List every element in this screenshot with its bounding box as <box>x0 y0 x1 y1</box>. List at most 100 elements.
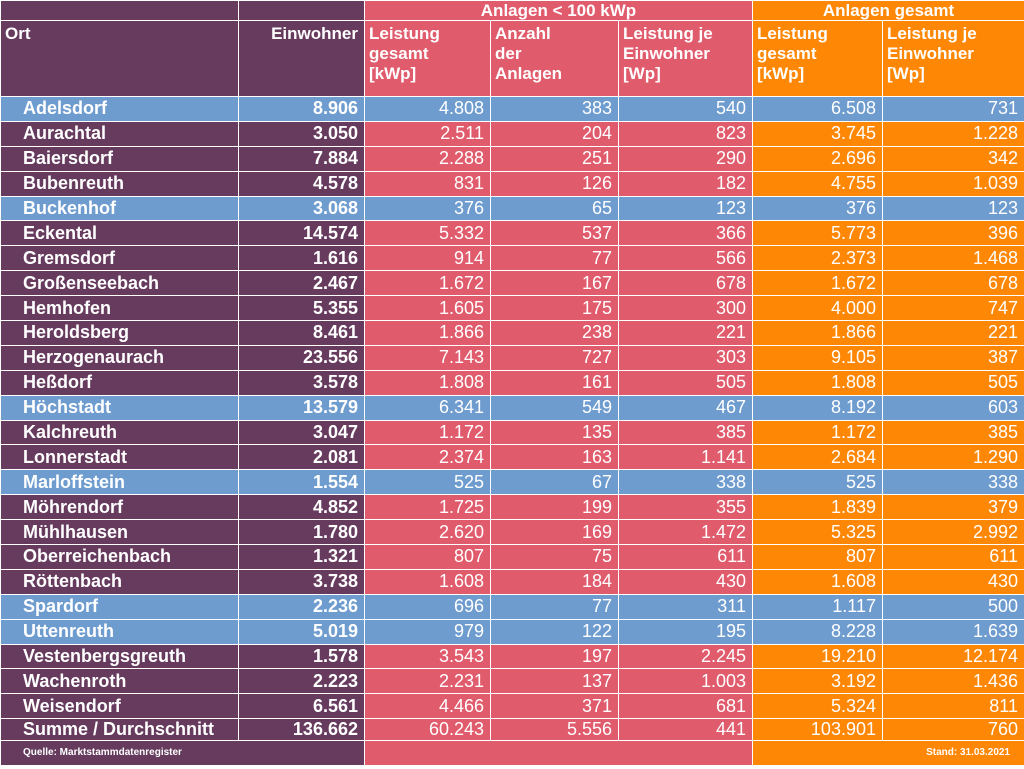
cell-small-anzahl: 371 <box>490 693 619 720</box>
cell-total-je-einwohner: 678 <box>882 270 1024 297</box>
cell-small-je-einwohner: 195 <box>618 618 753 645</box>
cell-ort: Uttenreuth <box>0 618 239 645</box>
cell-small-leistung: 5.332 <box>364 220 491 247</box>
stand-date: Stand: 31.03.2021 <box>752 740 1024 767</box>
cell-small-je-einwohner: 355 <box>618 494 753 521</box>
cell-small-je-einwohner: 338 <box>618 469 753 496</box>
summary-small-anzahl: 5.556 <box>490 718 619 742</box>
col-header-einwohner-label: Einwohner <box>271 24 358 43</box>
cell-small-leistung: 696 <box>364 593 491 620</box>
cell-ort: Heßdorf <box>0 369 239 396</box>
summary-label: Summe / Durchschnitt <box>0 718 239 742</box>
group-header-blank-einwohner <box>238 0 365 21</box>
cell-small-je-einwohner: 540 <box>618 96 753 122</box>
col-header-line: Anlagen <box>495 64 563 83</box>
cell-ort: Gremsdorf <box>0 245 239 272</box>
cell-total-je-einwohner: 811 <box>882 693 1024 720</box>
col-header-line: [Wp] <box>887 64 925 83</box>
table-row: Weisendorf 6.561 4.466 371 681 5.324 811 <box>0 693 1024 720</box>
cell-ort: Herzogenaurach <box>0 344 239 371</box>
cell-small-je-einwohner: 505 <box>618 369 753 396</box>
cell-einwohner: 1.578 <box>238 643 365 670</box>
table-row: Kalchreuth 3.047 1.172 135 385 1.172 385 <box>0 419 1024 446</box>
cell-total-je-einwohner: 1.436 <box>882 668 1024 695</box>
cell-einwohner: 3.738 <box>238 568 365 595</box>
table-row: Herzogenaurach 23.556 7.143 727 303 9.105 387 <box>0 344 1024 371</box>
cell-ort: Röttenbach <box>0 568 239 595</box>
cell-small-anzahl: 67 <box>490 469 619 496</box>
table-row: Höchstadt 13.579 6.341 549 467 8.192 603 <box>0 394 1024 421</box>
cell-total-leistung: 1.866 <box>752 320 883 346</box>
cell-small-je-einwohner: 303 <box>618 344 753 371</box>
col-header-line: Leistung je <box>623 24 713 43</box>
cell-total-leistung: 8.228 <box>752 618 883 645</box>
cell-small-leistung: 6.341 <box>364 394 491 421</box>
cell-ort: Bubenreuth <box>0 170 239 197</box>
cell-small-leistung: 1.866 <box>364 320 491 346</box>
cell-small-anzahl: 77 <box>490 245 619 272</box>
cell-total-je-einwohner: 338 <box>882 469 1024 496</box>
summary-total-je-einwohner: 760 <box>882 718 1024 742</box>
cell-small-anzahl: 167 <box>490 270 619 297</box>
cell-small-leistung: 2.374 <box>364 444 491 471</box>
column-header-row: Ort Einwohner Leistung gesamt [kWp] Anza… <box>0 20 1024 97</box>
cell-total-leistung: 5.324 <box>752 693 883 720</box>
cell-total-leistung: 4.755 <box>752 170 883 197</box>
cell-total-leistung: 8.192 <box>752 394 883 421</box>
cell-einwohner: 8.906 <box>238 96 365 122</box>
cell-ort: Hemhofen <box>0 295 239 322</box>
cell-small-anzahl: 65 <box>490 195 619 222</box>
table-row: Mühlhausen 1.780 2.620 169 1.472 5.325 2.992 <box>0 519 1024 546</box>
cell-total-leistung: 1.808 <box>752 369 883 396</box>
col-header-small-anzahl: Anzahl der Anlagen <box>490 20 619 97</box>
cell-einwohner: 2.081 <box>238 444 365 471</box>
cell-einwohner: 7.884 <box>238 145 365 172</box>
cell-total-je-einwohner: 1.468 <box>882 245 1024 272</box>
cell-small-anzahl: 175 <box>490 295 619 322</box>
summary-einwohner: 136.662 <box>238 718 365 742</box>
summary-row: Summe / Durchschnitt 136.662 60.243 5.55… <box>0 718 1024 742</box>
col-header-line: [Wp] <box>623 64 661 83</box>
cell-total-leistung: 3.745 <box>752 120 883 147</box>
cell-small-anzahl: 251 <box>490 145 619 172</box>
source-note: Quelle: Marktstammdatenregister <box>0 740 365 767</box>
cell-small-je-einwohner: 1.003 <box>618 668 753 695</box>
cell-einwohner: 5.019 <box>238 618 365 645</box>
table-row: Möhrendorf 4.852 1.725 199 355 1.839 379 <box>0 494 1024 521</box>
cell-total-je-einwohner: 12.174 <box>882 643 1024 670</box>
cell-einwohner: 13.579 <box>238 394 365 421</box>
cell-small-leistung: 7.143 <box>364 344 491 371</box>
cell-small-leistung: 2.620 <box>364 519 491 546</box>
cell-small-je-einwohner: 385 <box>618 419 753 446</box>
col-header-einwohner: Einwohner <box>238 20 365 97</box>
cell-total-je-einwohner: 611 <box>882 544 1024 570</box>
cell-small-je-einwohner: 1.141 <box>618 444 753 471</box>
cell-einwohner: 3.047 <box>238 419 365 446</box>
cell-total-leistung: 19.210 <box>752 643 883 670</box>
cell-small-leistung: 3.543 <box>364 643 491 670</box>
cell-small-je-einwohner: 300 <box>618 295 753 322</box>
cell-small-anzahl: 163 <box>490 444 619 471</box>
cell-small-anzahl: 549 <box>490 394 619 421</box>
cell-ort: Buckenhof <box>0 195 239 222</box>
cell-ort: Mühlhausen <box>0 519 239 546</box>
cell-small-anzahl: 197 <box>490 643 619 670</box>
cell-ort: Möhrendorf <box>0 494 239 521</box>
table-row: Vestenbergsgreuth 1.578 3.543 197 2.245 19.21… <box>0 643 1024 670</box>
cell-ort: Großenseebach <box>0 270 239 297</box>
cell-small-anzahl: 238 <box>490 320 619 346</box>
table-row: Oberreichenbach 1.321 807 75 611 807 611 <box>0 544 1024 570</box>
cell-total-leistung: 1.839 <box>752 494 883 521</box>
cell-ort: Oberreichenbach <box>0 544 239 570</box>
table-row: Heroldsberg 8.461 1.866 238 221 1.866 221 <box>0 320 1024 346</box>
cell-small-leistung: 1.672 <box>364 270 491 297</box>
col-header-line: Einwohner <box>887 44 974 63</box>
cell-small-leistung: 525 <box>364 469 491 496</box>
cell-small-anzahl: 126 <box>490 170 619 197</box>
cell-einwohner: 5.355 <box>238 295 365 322</box>
cell-total-je-einwohner: 385 <box>882 419 1024 446</box>
cell-einwohner: 4.852 <box>238 494 365 521</box>
cell-total-je-einwohner: 1.639 <box>882 618 1024 645</box>
cell-ort: Heroldsberg <box>0 320 239 346</box>
table-row: Röttenbach 3.738 1.608 184 430 1.608 430 <box>0 568 1024 595</box>
